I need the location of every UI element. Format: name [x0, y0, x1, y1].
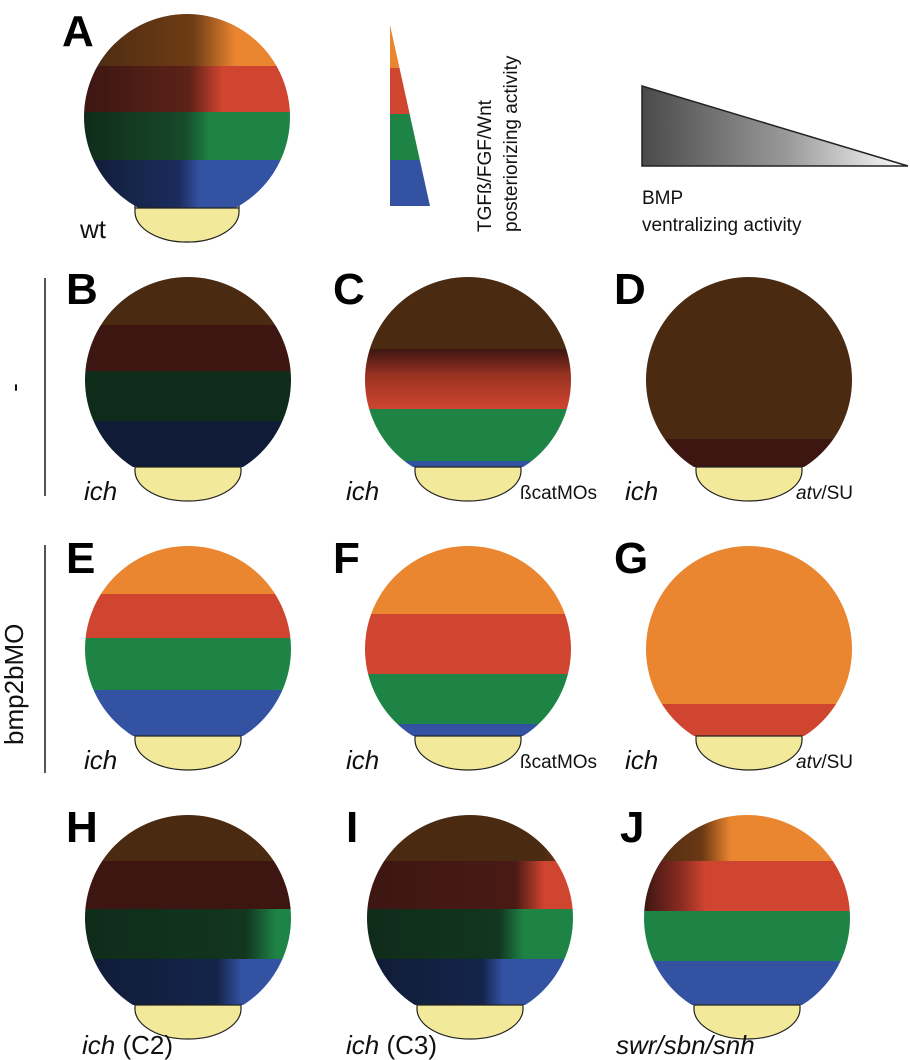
embryo-j — [644, 815, 850, 1040]
panel-letter-f: F — [333, 534, 360, 583]
row-label-morphant: bmp2bMO — [0, 623, 29, 745]
panel-letter-d: D — [614, 265, 646, 314]
caption-a: wt — [80, 214, 106, 244]
embryo-i — [367, 815, 573, 1040]
caption-b-genotype: ich — [84, 476, 118, 506]
caption-b: ich — [84, 476, 117, 506]
posteriorizing-gradient-triangle — [390, 25, 430, 206]
caption-i-genotype: ich — [346, 1030, 380, 1060]
caption-h: ich (C2) — [82, 1030, 173, 1060]
embryo-wt — [84, 14, 294, 243]
embryo-e — [85, 546, 291, 771]
caption-c: ich — [346, 476, 379, 506]
embryo-b — [85, 277, 291, 502]
caption-f-genotype: ich — [346, 745, 380, 775]
caption-e-genotype: ich — [84, 745, 118, 775]
caption-g-genotype: ich — [625, 745, 659, 775]
panel-letter-g: G — [614, 534, 649, 583]
caption-e: ich — [84, 745, 117, 775]
row-divider-morphant — [44, 545, 46, 773]
caption-i: ich (C3) — [346, 1030, 437, 1060]
panel-letter-c: C — [333, 265, 365, 314]
caption-g-treatment-suffix: /SU — [821, 752, 854, 773]
caption-d-treatment-gene: atv — [796, 483, 822, 504]
panel-letter-j: J — [620, 803, 645, 852]
caption-d-treatment: atv/SU — [796, 483, 853, 505]
caption-f-treatment: ßcatMOs — [520, 752, 598, 773]
caption-c-genotype: ich — [346, 476, 380, 506]
panel-letter-a: A — [62, 7, 94, 56]
bmp-label-line2: ventralizing activity — [642, 215, 802, 236]
caption-d: ich — [625, 476, 658, 506]
embryo-c — [365, 277, 571, 502]
caption-d-treatment-suffix: /SU — [821, 483, 854, 504]
bmp-label-line1: BMP — [642, 188, 684, 209]
posteriorizing-label-line1: TGFß/FGF/Wnt — [475, 100, 496, 232]
caption-g: ich — [625, 745, 658, 775]
panel-letter-h: H — [66, 803, 98, 852]
caption-h-genotype: ich — [82, 1030, 116, 1060]
caption-g-treatment-gene: atv — [796, 752, 822, 773]
panel-letter-b: B — [66, 265, 98, 314]
row-divider-untreated — [44, 278, 46, 496]
panel-letter-e: E — [66, 534, 96, 583]
caption-j-genotype: swr/sbn/snh — [616, 1030, 755, 1060]
posteriorizing-label-line2: posteriorizing activity — [501, 55, 522, 232]
caption-i-allele: (C3) — [379, 1030, 438, 1060]
panel-letter-i: I — [346, 803, 359, 852]
caption-d-genotype: ich — [625, 476, 659, 506]
caption-f: ich — [346, 745, 379, 775]
caption-g-treatment: atv/SU — [796, 752, 853, 774]
caption-j: swr/sbn/snh — [616, 1030, 755, 1060]
embryo-g — [646, 546, 852, 771]
bmp-gradient-triangle — [641, 84, 909, 167]
caption-h-allele: (C2) — [115, 1030, 174, 1060]
embryo-f — [365, 546, 571, 771]
embryo-h — [85, 815, 291, 1040]
embryo-d — [646, 277, 852, 502]
caption-c-treatment: ßcatMOs — [520, 483, 598, 504]
row-label-untreated: - — [0, 383, 29, 392]
